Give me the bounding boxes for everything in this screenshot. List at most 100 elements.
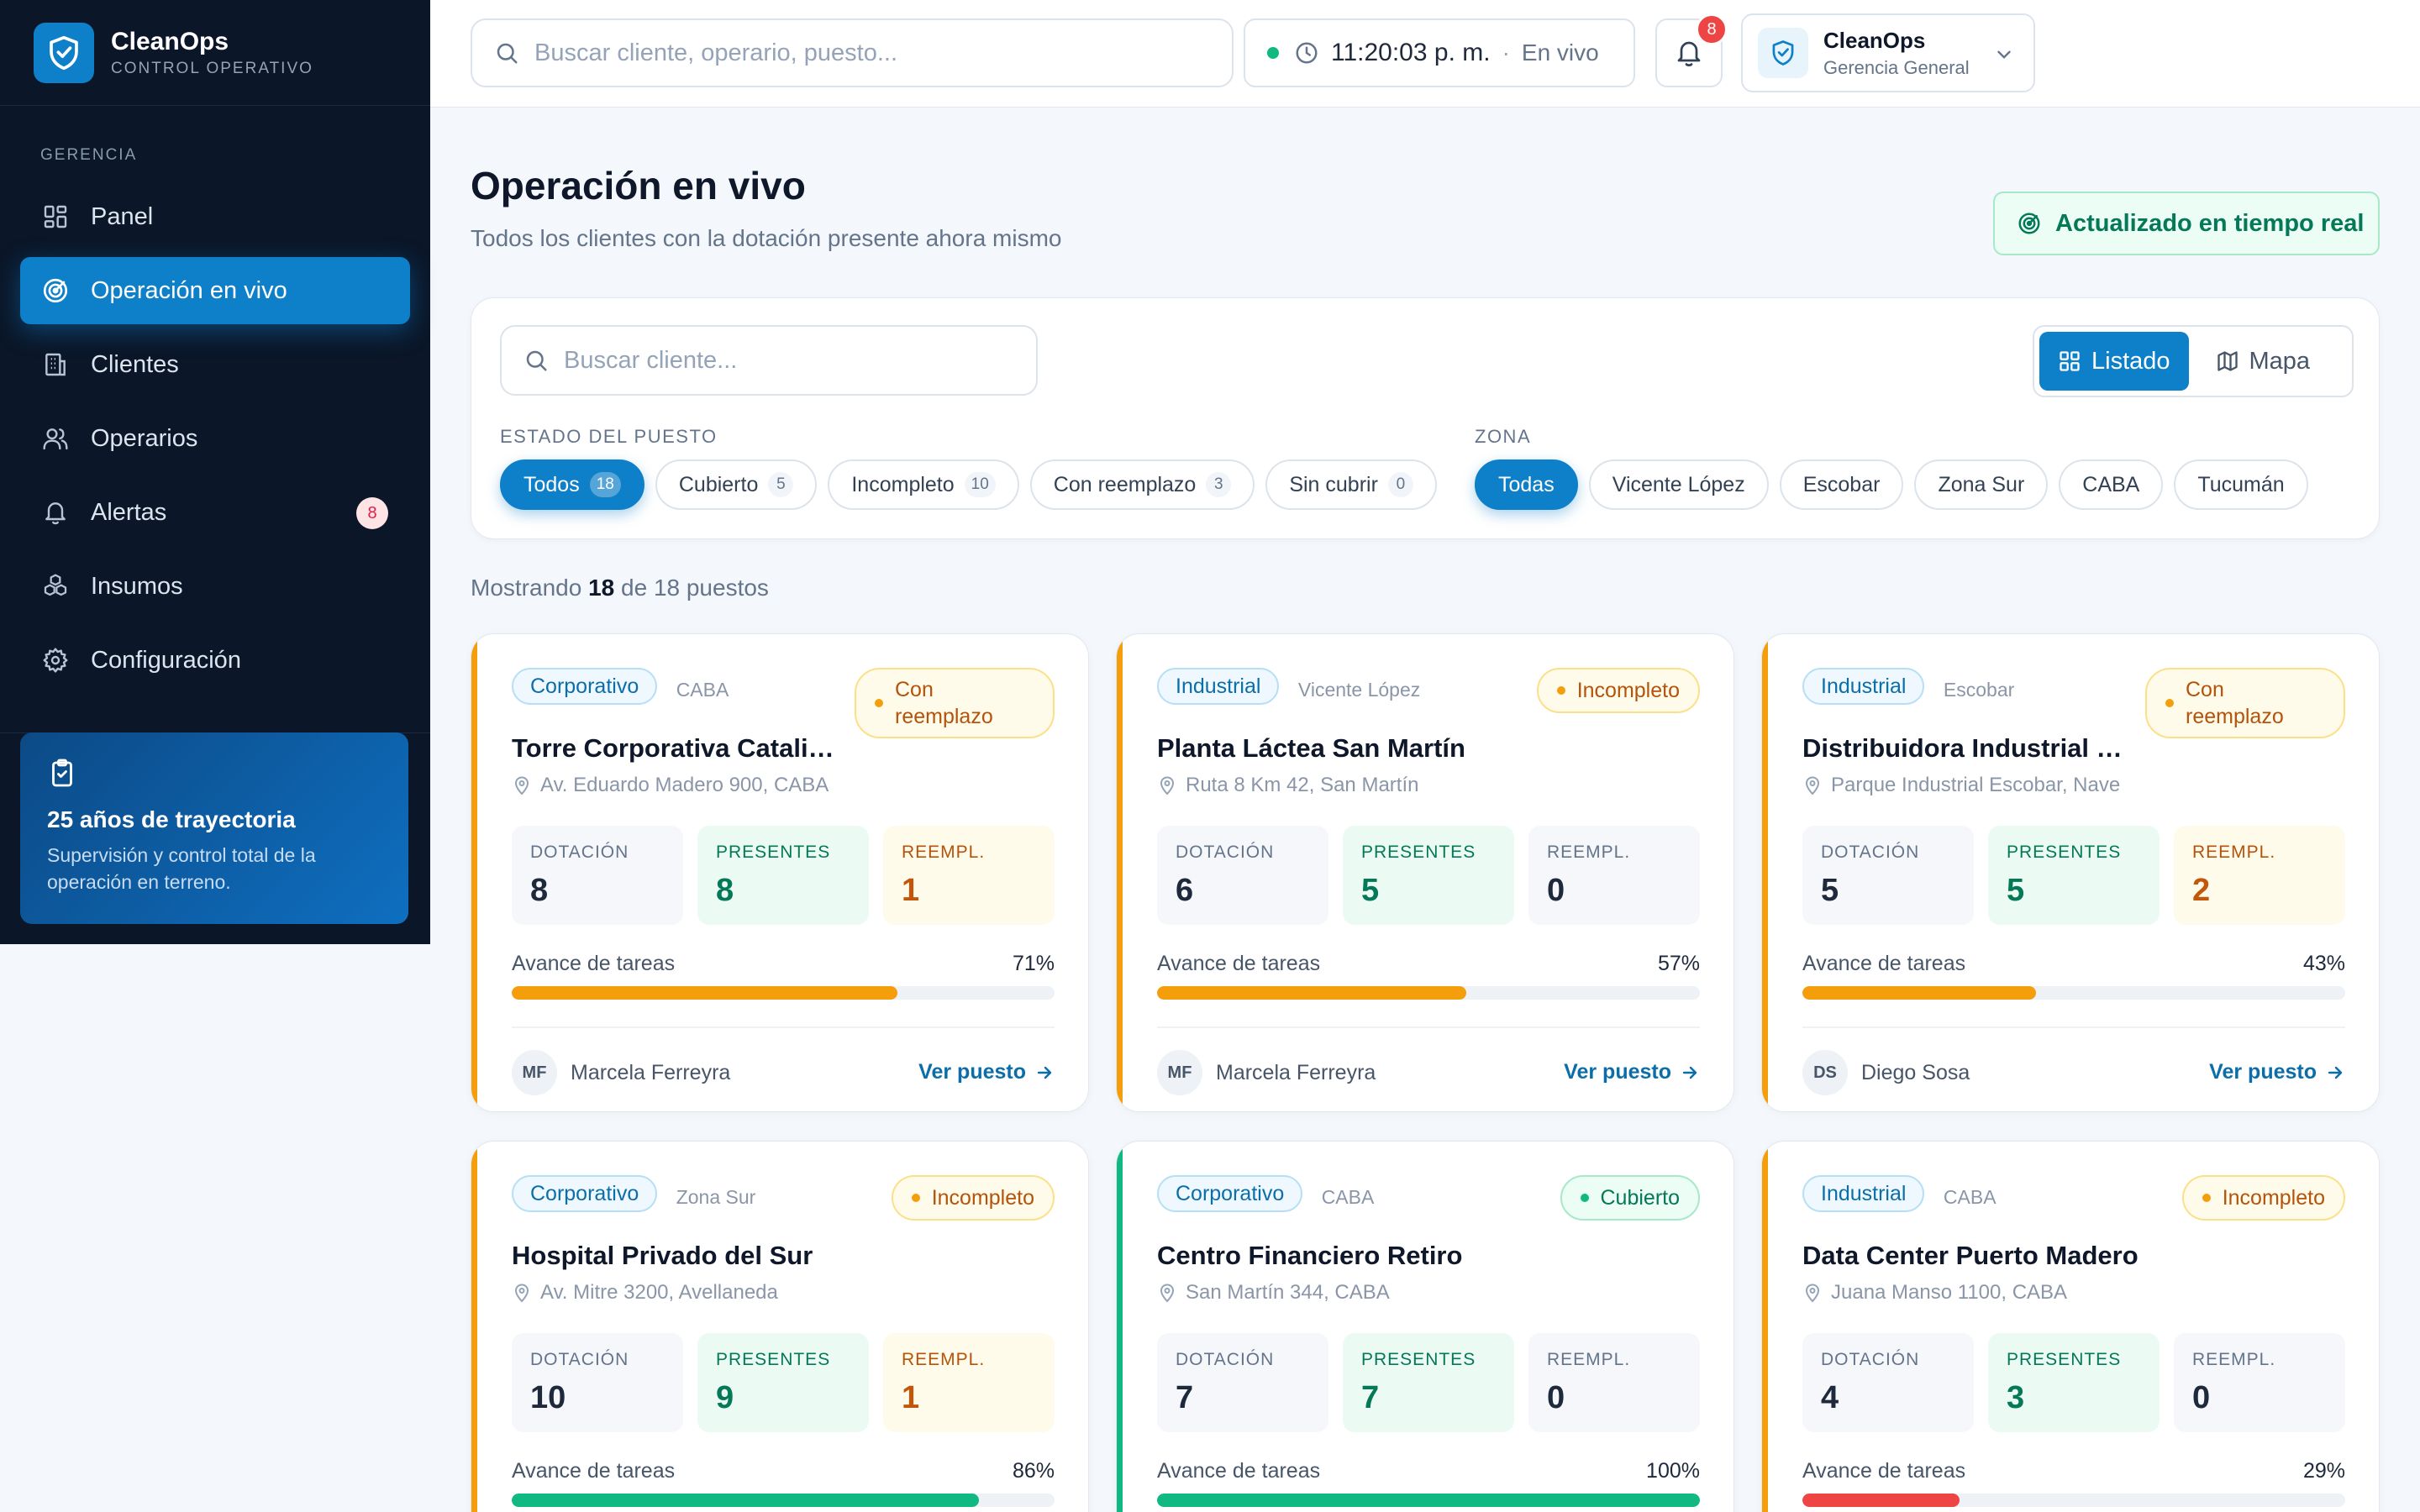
shield-check-icon	[1758, 28, 1808, 78]
post-card[interactable]: Industrial Escobar Con reemplazo Distrib…	[1761, 633, 2380, 1112]
stat-reemplazos: REEMPL. 0	[2174, 1333, 2345, 1432]
sidebar: CleanOps CONTROL OPERATIVO GERENCIA Pane…	[0, 0, 430, 944]
global-search-input[interactable]: Buscar cliente, operario, puesto...	[471, 18, 1234, 87]
sidebar-item-clientes[interactable]: Clientes	[20, 331, 410, 398]
sidebar-item-configuracion[interactable]: Configuración	[20, 627, 410, 694]
post-status-label: Cubierto	[1600, 1186, 1681, 1210]
stat-dotacion: DOTACIÓN 10	[512, 1333, 683, 1432]
live-dot	[1267, 47, 1279, 59]
task-progress-label: Avance de tareas	[512, 1459, 676, 1483]
task-progress-fill	[1802, 1494, 1960, 1507]
task-progress-bar	[512, 986, 1055, 1000]
alerts-count-badge: 8	[356, 497, 388, 529]
client-address-text: Parque Industrial Escobar, Nave	[1831, 774, 2121, 796]
sidebar-item-insumos[interactable]: Insumos	[20, 553, 410, 620]
chip-zone-vicente-lopez[interactable]: Vicente López	[1588, 459, 1769, 510]
chip-count: 10	[964, 472, 996, 497]
status-dot	[2165, 699, 2174, 707]
post-card[interactable]: Industrial Vicente López Incompleto Plan…	[1116, 633, 1734, 1112]
post-card[interactable]: Industrial CABA Incompleto Data Center P…	[1761, 1141, 2380, 1512]
client-zone: Escobar	[1943, 678, 2015, 701]
chip-count: 5	[768, 472, 794, 497]
chip-label: Todos	[523, 472, 580, 496]
chip-state-con-reemplazo[interactable]: Con reemplazo 3	[1029, 459, 1255, 510]
page-title: Operación en vivo	[471, 164, 806, 207]
chip-state-todos[interactable]: Todos 18	[500, 459, 644, 510]
page-subtitle: Todos los clientes con la dotación prese…	[471, 225, 1062, 251]
task-progress-percent: 43%	[2302, 952, 2345, 975]
client-zone: Vicente López	[1297, 678, 1421, 701]
client-type-badge: Industrial	[1802, 668, 1925, 705]
chip-zone-escobar[interactable]: Escobar	[1779, 459, 1904, 510]
map-pin-icon	[1802, 1283, 1823, 1303]
realtime-label: Actualizado en tiempo real	[2055, 209, 2365, 237]
stat-value: 10	[530, 1380, 566, 1415]
chip-state-incompleto[interactable]: Incompleto 10	[828, 459, 1019, 510]
post-card[interactable]: Corporativo Zona Sur Incompleto Hospital…	[471, 1141, 1089, 1512]
summary-prefix: Mostrando	[471, 575, 582, 601]
sidebar-item-operarios[interactable]: Operarios	[20, 405, 410, 472]
view-map-button[interactable]: Mapa	[2197, 332, 2329, 391]
stat-label: REEMPL.	[902, 843, 986, 862]
status-dot	[911, 1194, 920, 1202]
client-search-input[interactable]: Buscar cliente...	[500, 325, 1038, 396]
post-card[interactable]: Corporativo CABA Con reemplazo Torre Cor…	[471, 633, 1089, 1112]
sidebar-item-operacion-en-vivo[interactable]: Operación en vivo	[20, 257, 410, 324]
chip-zone-tucuman[interactable]: Tucumán	[2174, 459, 2308, 510]
stat-value: 8	[716, 873, 734, 908]
status-accent-bar	[1762, 1142, 1768, 1512]
sidebar-item-alertas[interactable]: Alertas 8	[20, 479, 410, 546]
client-name: Torre Corporativa Catalinas	[512, 733, 848, 763]
brand-name: CleanOps	[111, 27, 229, 55]
chip-zone-todas[interactable]: Todas	[1475, 459, 1578, 510]
chip-state-sin-cubrir[interactable]: Sin cubrir 0	[1265, 459, 1437, 510]
view-post-link[interactable]: Ver puesto	[2209, 1060, 2345, 1084]
stat-presentes: PRESENTES 5	[1343, 826, 1514, 925]
view-post-link[interactable]: Ver puesto	[1564, 1060, 1700, 1084]
grid-icon	[40, 202, 71, 232]
brand[interactable]: CleanOps CONTROL OPERATIVO	[0, 0, 430, 106]
view-post-label: Ver puesto	[2209, 1060, 2317, 1084]
user-menu[interactable]: CleanOps Gerencia General	[1741, 13, 2035, 92]
stat-label: DOTACIÓN	[530, 843, 629, 862]
user-role: Gerencia General	[1823, 56, 1970, 78]
view-list-button[interactable]: Listado	[2039, 332, 2189, 391]
topbar: Buscar cliente, operario, puesto... 11:2…	[430, 0, 2420, 108]
sidebar-item-label: Operación en vivo	[91, 276, 287, 304]
card-divider	[1157, 1026, 1700, 1028]
client-type-badge: Corporativo	[1157, 1175, 1303, 1212]
task-progress-fill	[512, 986, 897, 1000]
sidebar-item-panel[interactable]: Panel	[20, 183, 410, 250]
sidebar-item-label: Configuración	[91, 646, 241, 674]
post-status-label: Con reemplazo	[895, 678, 993, 728]
client-name: Hospital Privado del Sur	[512, 1241, 813, 1270]
task-progress-fill	[512, 1494, 979, 1507]
stat-label: PRESENTES	[716, 843, 831, 862]
task-progress-bar	[1157, 986, 1700, 1000]
supervisor-name: Marcela Ferreyra	[1216, 1060, 1376, 1084]
staff-stats: DOTACIÓN 6 PRESENTES 5 REEMPL. 0	[1157, 826, 1700, 925]
task-progress-percent: 71%	[1012, 952, 1055, 975]
task-progress-percent: 29%	[2302, 1459, 2345, 1483]
staff-stats: DOTACIÓN 7 PRESENTES 7 REEMPL. 0	[1157, 1333, 1700, 1432]
post-card[interactable]: Corporativo CABA Cubierto Centro Financi…	[1116, 1141, 1734, 1512]
realtime-indicator[interactable]: Actualizado en tiempo real	[1993, 192, 2380, 255]
chip-label: Cubierto	[678, 472, 759, 496]
map-pin-icon	[1802, 775, 1823, 795]
task-progress-percent: 57%	[1657, 952, 1700, 975]
status-accent-bar	[1117, 634, 1123, 1111]
summary-total: de 18 puestos	[621, 575, 769, 601]
task-progress-bar	[1802, 1494, 2345, 1507]
view-post-link[interactable]: Ver puesto	[918, 1060, 1055, 1084]
chip-state-cubierto[interactable]: Cubierto 5	[655, 459, 818, 510]
stat-value: 8	[530, 873, 549, 908]
chip-zone-zona-sur[interactable]: Zona Sur	[1914, 459, 2049, 510]
notifications-button[interactable]: 8	[1655, 13, 1728, 87]
staff-stats: DOTACIÓN 5 PRESENTES 5 REEMPL. 2	[1802, 826, 2345, 925]
chip-zone-caba[interactable]: CABA	[2059, 459, 2164, 510]
stat-label: PRESENTES	[716, 1350, 831, 1369]
stat-presentes: PRESENTES 3	[1988, 1333, 2160, 1432]
client-address: Av. Eduardo Madero 900, CABA	[512, 774, 831, 797]
task-progress-row: Avance de tareas 71%	[512, 952, 1055, 976]
map-pin-icon	[1157, 775, 1177, 795]
